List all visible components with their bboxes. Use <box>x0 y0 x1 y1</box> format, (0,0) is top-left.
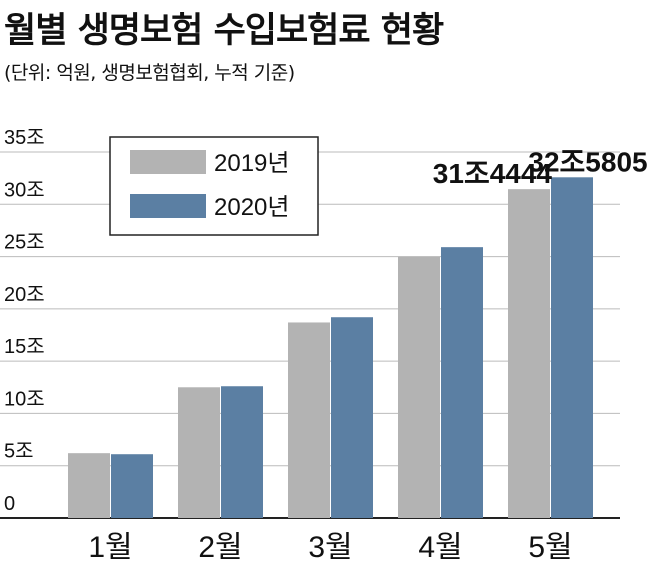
x-axis-ticks: 1월 2월 3월 4월 5월 <box>88 531 572 564</box>
bar-series2 <box>441 247 483 518</box>
bar-series1 <box>68 453 110 518</box>
bar-series2 <box>111 454 153 518</box>
y-tick-label: 5조 <box>4 441 34 463</box>
data-label: 32조5805 <box>528 146 647 177</box>
y-axis-ticks: 0 5조 10조 15조 20조 25조 30조 35조 <box>4 127 45 515</box>
chart-subtitle: (단위: 억원, 생명보험협회, 누적 기준) <box>4 62 295 84</box>
bar-series2 <box>551 177 593 518</box>
legend: 2019년 2020년 <box>109 136 319 236</box>
x-tick-label: 4월 <box>418 531 462 564</box>
bar-series1 <box>178 387 220 518</box>
x-tick-label: 2월 <box>198 531 242 564</box>
bar-series2 <box>331 317 373 518</box>
y-tick-label: 35조 <box>4 127 45 149</box>
bar-series2 <box>221 386 263 518</box>
x-tick-label: 3월 <box>308 531 352 564</box>
legend-label: 2019년 <box>214 150 289 177</box>
y-tick-label: 20조 <box>4 284 45 306</box>
x-tick-label: 1월 <box>88 531 132 564</box>
bar-series1 <box>398 256 440 518</box>
x-tick-label: 5월 <box>528 531 572 564</box>
bar-series1 <box>288 322 330 518</box>
y-tick-label: 15조 <box>4 336 45 358</box>
y-tick-label: 0 <box>4 493 15 515</box>
bars <box>68 177 593 519</box>
y-tick-label: 10조 <box>4 388 45 410</box>
y-tick-label: 30조 <box>4 179 45 201</box>
legend-label: 2020년 <box>214 194 289 221</box>
chart-title: 월별 생명보험 수입보험료 현황 <box>4 11 444 51</box>
y-tick-label: 25조 <box>4 232 45 254</box>
legend-swatch <box>130 150 206 174</box>
data-label: 31조4444 <box>433 158 553 189</box>
legend-swatch <box>130 194 206 218</box>
bar-series1 <box>508 189 550 519</box>
